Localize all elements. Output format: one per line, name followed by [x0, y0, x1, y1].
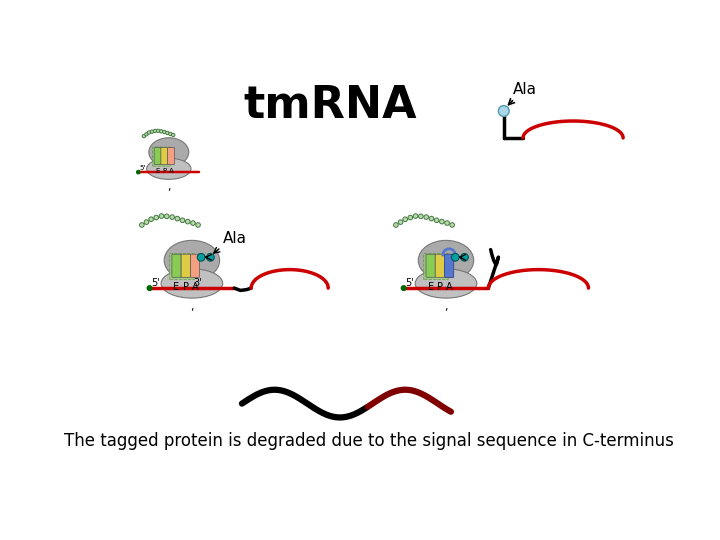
Circle shape — [451, 253, 459, 261]
Circle shape — [149, 217, 153, 221]
Circle shape — [175, 216, 180, 221]
Circle shape — [439, 219, 444, 224]
Ellipse shape — [415, 269, 477, 298]
Circle shape — [159, 214, 163, 218]
Circle shape — [164, 214, 169, 219]
Ellipse shape — [149, 138, 189, 167]
Circle shape — [145, 133, 148, 136]
Circle shape — [156, 129, 160, 132]
Circle shape — [445, 221, 449, 225]
Circle shape — [171, 133, 175, 137]
Circle shape — [413, 214, 418, 218]
Circle shape — [394, 222, 398, 227]
FancyBboxPatch shape — [168, 147, 174, 165]
Text: P: P — [437, 281, 443, 292]
FancyBboxPatch shape — [170, 253, 194, 280]
Circle shape — [163, 130, 166, 133]
Text: 5': 5' — [405, 278, 414, 288]
Circle shape — [450, 222, 454, 227]
Text: 5': 5' — [151, 278, 160, 288]
Text: P: P — [183, 281, 189, 292]
FancyBboxPatch shape — [423, 253, 449, 280]
Text: 5': 5' — [140, 165, 145, 172]
Text: The tagged protein is degraded due to the signal sequence in C-terminus: The tagged protein is degraded due to th… — [64, 431, 674, 450]
Circle shape — [186, 219, 190, 224]
FancyBboxPatch shape — [153, 147, 171, 166]
Text: A: A — [168, 168, 174, 174]
FancyBboxPatch shape — [161, 147, 168, 165]
Text: ,: , — [444, 302, 448, 312]
Circle shape — [429, 216, 433, 221]
FancyBboxPatch shape — [435, 254, 444, 278]
Text: A: A — [446, 281, 452, 292]
Circle shape — [398, 220, 403, 225]
Ellipse shape — [161, 269, 222, 298]
Ellipse shape — [164, 240, 220, 280]
Circle shape — [461, 253, 468, 261]
Circle shape — [168, 132, 172, 136]
FancyBboxPatch shape — [426, 254, 435, 278]
Circle shape — [191, 221, 195, 225]
Circle shape — [424, 215, 428, 219]
Circle shape — [207, 253, 215, 261]
Ellipse shape — [418, 240, 474, 280]
Circle shape — [434, 218, 439, 222]
Circle shape — [160, 130, 163, 133]
FancyBboxPatch shape — [444, 254, 454, 278]
Circle shape — [197, 253, 205, 261]
Circle shape — [142, 134, 145, 138]
Circle shape — [140, 222, 144, 227]
Circle shape — [418, 214, 423, 219]
Text: P: P — [162, 168, 166, 174]
Circle shape — [166, 131, 169, 134]
Text: E: E — [156, 168, 160, 174]
Circle shape — [498, 106, 509, 117]
Circle shape — [150, 130, 153, 133]
Ellipse shape — [147, 158, 191, 179]
FancyBboxPatch shape — [444, 254, 454, 278]
Text: E: E — [174, 281, 179, 292]
Circle shape — [401, 286, 406, 291]
Circle shape — [144, 220, 149, 225]
Text: Ala: Ala — [513, 82, 537, 97]
Text: A: A — [192, 281, 198, 292]
Circle shape — [148, 131, 150, 134]
Text: tmRNA: tmRNA — [243, 84, 418, 127]
Circle shape — [153, 129, 157, 133]
Circle shape — [154, 215, 158, 220]
Circle shape — [148, 286, 152, 291]
Circle shape — [137, 171, 140, 174]
Text: ,: , — [190, 302, 194, 312]
Circle shape — [403, 217, 408, 221]
Circle shape — [180, 218, 185, 222]
Circle shape — [408, 215, 413, 220]
Text: E: E — [428, 281, 433, 292]
Circle shape — [196, 222, 200, 227]
FancyBboxPatch shape — [190, 254, 199, 278]
FancyBboxPatch shape — [172, 254, 181, 278]
Text: Ala: Ala — [222, 231, 247, 246]
FancyBboxPatch shape — [154, 147, 161, 165]
Circle shape — [170, 215, 174, 219]
Text: ,: , — [167, 182, 171, 192]
FancyBboxPatch shape — [181, 254, 190, 278]
Text: 3': 3' — [194, 278, 202, 288]
